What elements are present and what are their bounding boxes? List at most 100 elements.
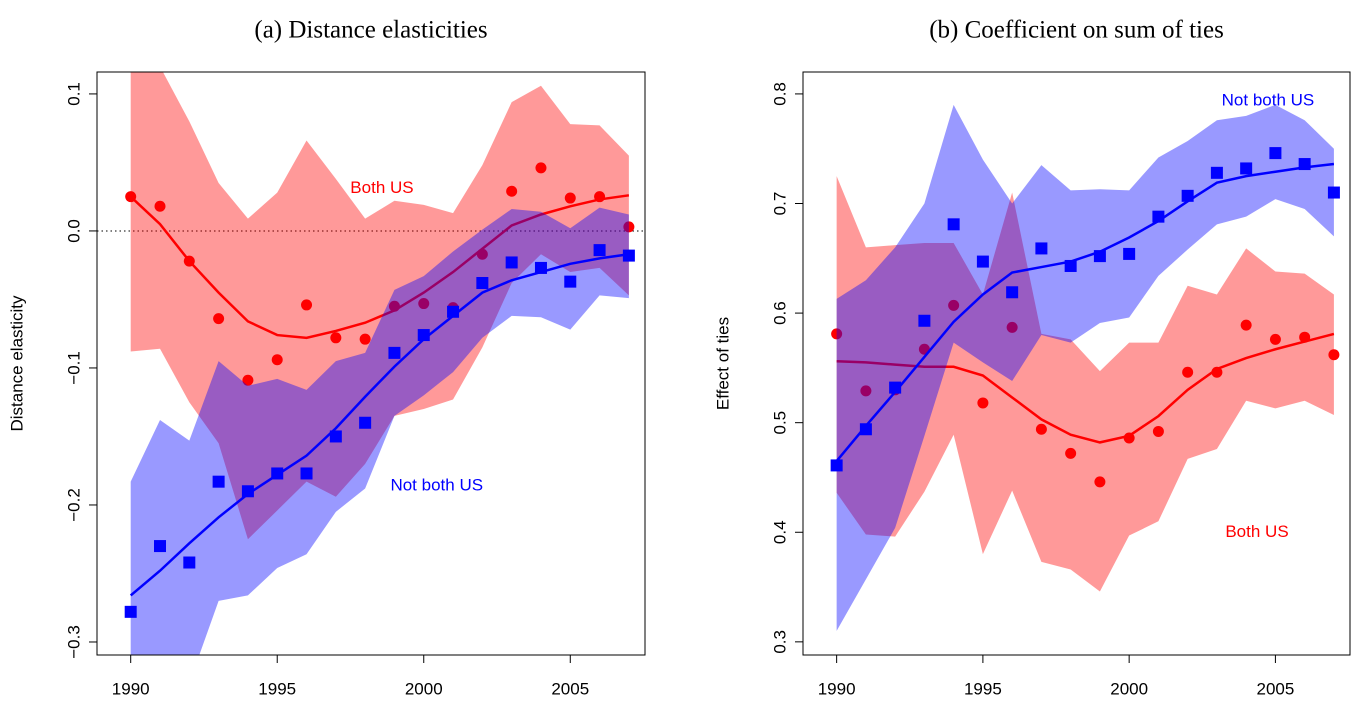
point [830, 459, 843, 472]
point [271, 354, 283, 366]
point [506, 185, 518, 197]
point [447, 305, 460, 318]
y-tick-label: 0.6 [770, 301, 789, 325]
point [300, 467, 313, 480]
chart-title: (a) Distance elasticities [254, 17, 487, 44]
point [1035, 242, 1048, 255]
point [1181, 189, 1194, 202]
point [1211, 366, 1223, 378]
point [1210, 166, 1223, 179]
point [124, 605, 137, 618]
point [183, 255, 195, 267]
y-tick-label: 0.8 [770, 82, 789, 106]
point [977, 397, 989, 409]
point [889, 381, 902, 394]
fit-line [129, 194, 630, 340]
y-tick-label: 0.7 [770, 192, 789, 216]
point [1123, 432, 1135, 444]
point [1298, 158, 1311, 171]
y-tick-label: −0.2 [64, 488, 83, 522]
x-tick-label: 1990 [112, 679, 150, 698]
point [242, 374, 254, 386]
x-tick-label: 1995 [964, 679, 1002, 698]
point [564, 192, 576, 204]
x-tick-label: 2000 [405, 679, 443, 698]
point [505, 256, 518, 269]
y-tick-label: −0.1 [64, 351, 83, 385]
point [1328, 349, 1340, 361]
point [534, 261, 547, 274]
y-tick-label: −0.3 [64, 625, 83, 659]
point [622, 249, 635, 262]
point [154, 540, 167, 553]
y-tick-label: 0.4 [770, 520, 789, 544]
point [1123, 247, 1136, 260]
point [476, 248, 488, 260]
y-axis-label: Distance elasticity [7, 295, 26, 432]
point [183, 556, 196, 569]
confidence-band [130, 207, 629, 655]
point [1269, 333, 1281, 345]
plot-frame [802, 71, 1351, 656]
point [1064, 259, 1077, 272]
confidence-band [836, 104, 1334, 631]
point [418, 298, 430, 310]
point [241, 485, 254, 498]
x-tick-label: 1990 [818, 679, 856, 698]
x-tick-label: 2000 [1110, 679, 1148, 698]
point [1006, 286, 1019, 299]
x-tick-label: 1995 [258, 679, 296, 698]
point [1006, 321, 1018, 333]
point [359, 416, 372, 429]
point [476, 277, 489, 290]
point [330, 332, 342, 344]
plot-area [830, 104, 1340, 631]
point [623, 221, 635, 233]
point [1094, 476, 1106, 488]
point [388, 346, 401, 359]
point [564, 275, 577, 288]
y-tick-label: 0.5 [770, 411, 789, 435]
point [535, 162, 547, 174]
point [1035, 423, 1047, 435]
y-tick-label: 0.1 [64, 82, 83, 106]
y-axis-label: Effect of ties [713, 317, 732, 410]
point [860, 385, 872, 397]
fit-line [835, 162, 1335, 462]
x-tick-label: 2005 [551, 679, 589, 698]
point [594, 191, 606, 203]
point [388, 300, 400, 312]
point [1327, 186, 1340, 199]
point [1269, 147, 1282, 160]
series-label: Both US [350, 178, 413, 197]
point [301, 299, 313, 311]
point [213, 313, 225, 325]
plot-frame [96, 71, 646, 656]
point [593, 244, 606, 257]
point [1152, 425, 1164, 437]
point [976, 255, 989, 268]
panel: (b) Coefficient on sum of ties Effect of … [713, 17, 1351, 698]
point [271, 467, 284, 480]
fit-line [836, 332, 1335, 444]
chart-title: (b) Coefficient on sum of ties [929, 17, 1224, 44]
series-label: Not both US [1222, 91, 1315, 110]
series-label: Both US [1225, 522, 1288, 541]
point [359, 333, 371, 345]
point [329, 430, 342, 443]
point [1152, 210, 1165, 223]
point [154, 200, 166, 212]
series-label: Not both US [390, 475, 483, 494]
x-tick-label: 2005 [1256, 679, 1294, 698]
y-tick-label: 0.0 [64, 219, 83, 243]
point [948, 299, 960, 311]
point [1182, 366, 1194, 378]
confidence-band [130, 72, 629, 540]
point [831, 328, 843, 340]
confidence-band [836, 176, 1334, 592]
point [859, 423, 872, 436]
point [212, 475, 225, 488]
point [417, 329, 430, 342]
point [1299, 331, 1311, 343]
